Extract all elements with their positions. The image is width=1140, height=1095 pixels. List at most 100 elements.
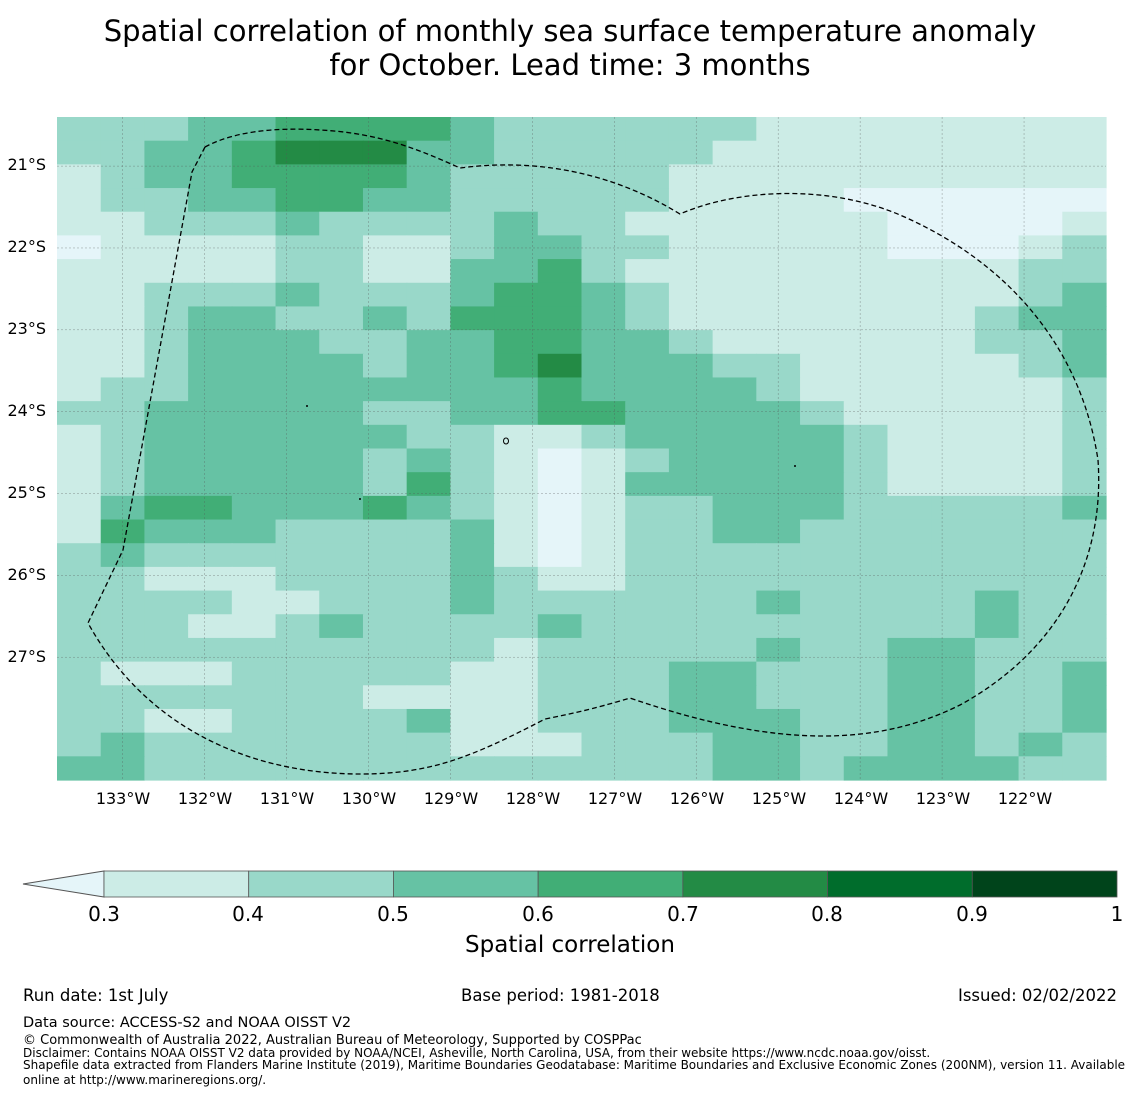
grid-cell	[231, 708, 277, 734]
grid-cell	[275, 353, 320, 379]
colorbar-tick-0-4: 0.4	[232, 902, 264, 926]
grid-cell	[1062, 306, 1107, 331]
grid-cell	[843, 661, 889, 686]
colorbar-label: Spatial correlation	[465, 932, 675, 958]
grid-cell	[931, 259, 976, 284]
grid-cell	[668, 235, 714, 260]
grid-cell	[188, 519, 233, 544]
lon-label-132w: 132°W	[177, 789, 233, 808]
grid-cell	[931, 472, 976, 497]
grid-cell	[756, 732, 801, 757]
grid-cell	[494, 590, 539, 615]
grid-cell	[1062, 424, 1107, 450]
grid-cell	[57, 708, 102, 734]
grid-cell	[57, 306, 102, 331]
correlation-grid-cells	[57, 117, 1107, 781]
grid-cell	[1018, 353, 1063, 379]
grid-cell	[712, 732, 757, 757]
grid-cell	[843, 401, 889, 426]
grid-cell	[668, 543, 714, 568]
grid-cell	[1062, 495, 1107, 521]
grid-cell	[100, 401, 146, 426]
grid-cell	[406, 708, 451, 734]
grid-cell	[362, 235, 408, 260]
grid-cell	[712, 117, 757, 142]
grid-cell	[362, 661, 408, 686]
grid-cell	[1018, 330, 1063, 355]
grid-cell	[1018, 590, 1063, 615]
grid-cell	[1018, 377, 1063, 402]
grid-cell	[188, 117, 233, 142]
grid-cell	[144, 519, 189, 544]
grid-cell	[100, 330, 146, 355]
grid-cell	[188, 164, 233, 189]
grid-cell	[406, 401, 451, 426]
grid-cell	[581, 306, 626, 331]
grid-cell	[231, 353, 277, 379]
grid-cell	[362, 708, 408, 734]
grid-cell	[188, 235, 233, 260]
colorbar-segment	[682, 870, 828, 898]
grid-cell	[319, 590, 364, 615]
grid-cell	[668, 140, 714, 165]
grid-cell	[319, 614, 364, 639]
grid-cell	[931, 685, 976, 710]
grid-cell	[625, 495, 670, 521]
grid-cell	[275, 732, 320, 757]
grid-cell	[362, 566, 408, 592]
grid-cell	[712, 164, 757, 189]
grid-cell	[100, 756, 146, 781]
grid-cell	[231, 330, 277, 355]
grid-cell	[494, 708, 539, 734]
grid-cell	[100, 377, 146, 402]
grid-cell	[450, 519, 495, 544]
grid-cell	[57, 259, 102, 284]
grid-cell	[406, 519, 451, 544]
grid-cell	[100, 519, 146, 544]
grid-cell	[1018, 235, 1063, 260]
grid-cell	[1018, 732, 1063, 757]
grid-cell	[668, 330, 714, 355]
grid-cell	[275, 401, 320, 426]
grid-cell	[537, 637, 583, 663]
lon-label-127w: 127°W	[587, 789, 643, 808]
grid-cell	[100, 424, 146, 450]
grid-cell	[450, 495, 495, 521]
grid-cell	[494, 235, 539, 260]
grid-cell	[406, 661, 451, 686]
grid-cell	[188, 590, 233, 615]
colorbar-tick-0-7: 0.7	[667, 902, 699, 926]
lon-label-130w: 130°W	[341, 789, 397, 808]
grid-cell	[887, 235, 932, 260]
grid-cell	[231, 614, 277, 639]
grid-cell	[581, 282, 626, 308]
grid-cell	[362, 377, 408, 402]
grid-cell	[275, 235, 320, 260]
grid-cell	[275, 543, 320, 568]
grid-cell	[1018, 756, 1063, 781]
grid-cell	[188, 306, 233, 331]
grid-cell	[1062, 164, 1107, 189]
grid-cell	[494, 306, 539, 331]
island-marker	[794, 465, 796, 467]
grid-cell	[931, 188, 976, 213]
grid-cell	[887, 566, 932, 592]
grid-cell	[800, 306, 845, 331]
grid-cell	[188, 259, 233, 284]
grid-cell	[319, 756, 364, 781]
grid-cell	[581, 353, 626, 379]
island-markers	[306, 405, 796, 500]
grid-cell	[188, 732, 233, 757]
grid-cell	[756, 685, 801, 710]
grid-cell	[756, 117, 801, 142]
grid-cell	[494, 732, 539, 757]
grid-cell	[800, 353, 845, 379]
grid-cell	[537, 614, 583, 639]
colorbar-segment	[248, 870, 394, 898]
grid-cell	[1062, 401, 1107, 426]
grid-cell	[537, 259, 583, 284]
grid-cell	[319, 211, 364, 236]
grid-cell	[887, 519, 932, 544]
grid-cell	[668, 117, 714, 142]
grid-cell	[974, 282, 1020, 308]
